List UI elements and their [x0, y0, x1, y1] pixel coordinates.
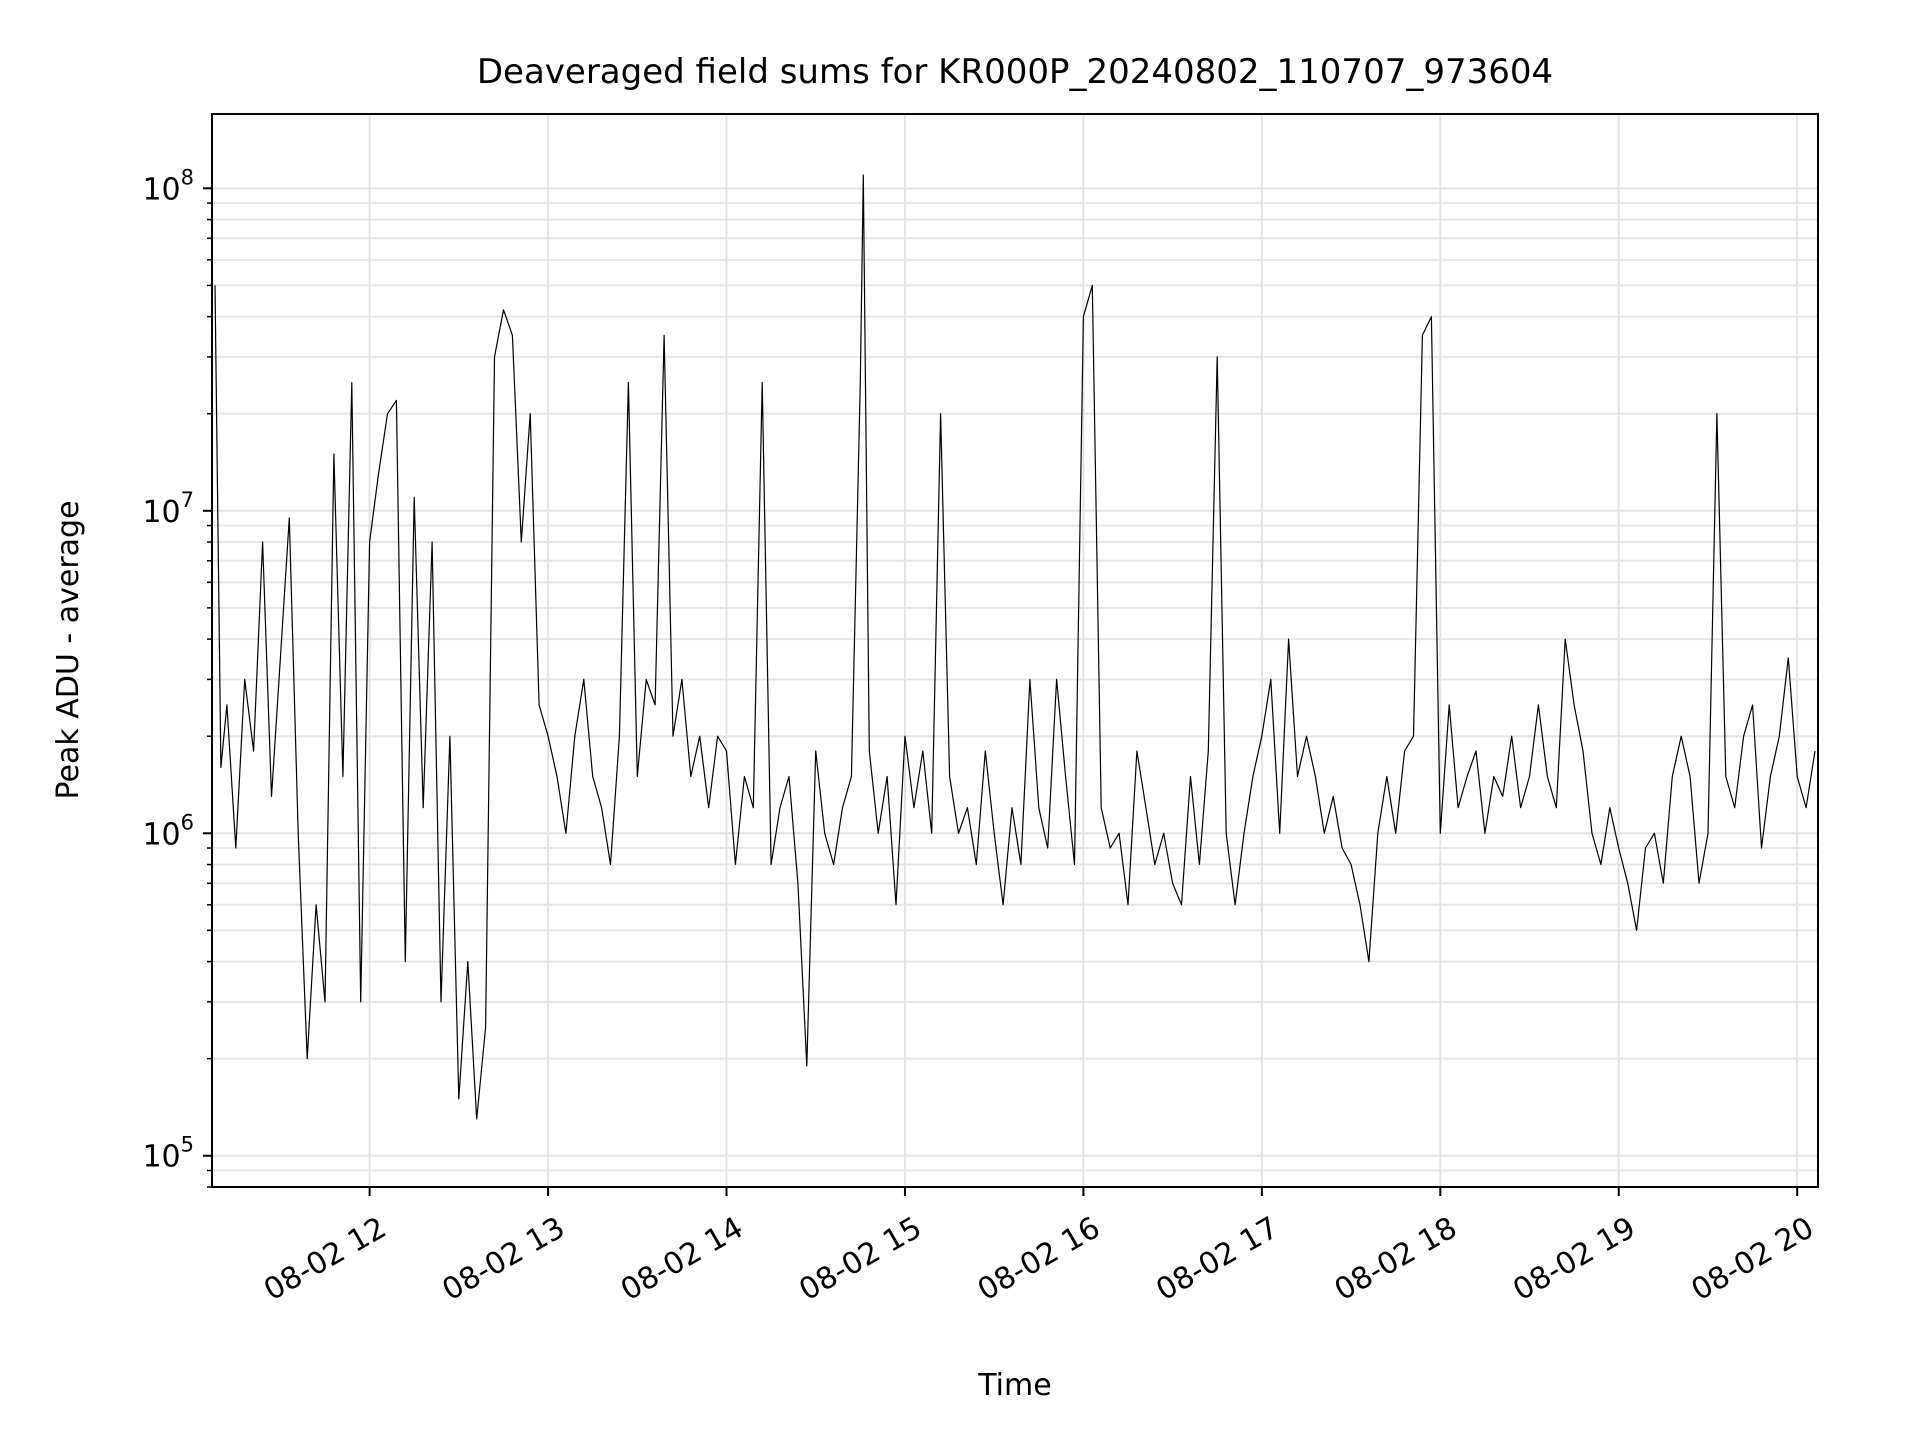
y-axis-label: Peak ADU - average [51, 500, 86, 799]
grid [212, 114, 1818, 1188]
plot-frame [211, 113, 1819, 1188]
series-group [214, 174, 1816, 1120]
series-line-0 [214, 174, 1816, 1120]
y-tick-label: 108 [142, 165, 194, 207]
x-axis-label: Time [977, 1368, 1051, 1403]
chart-title: Deaveraged field sums for KR000P_2024080… [477, 52, 1553, 92]
